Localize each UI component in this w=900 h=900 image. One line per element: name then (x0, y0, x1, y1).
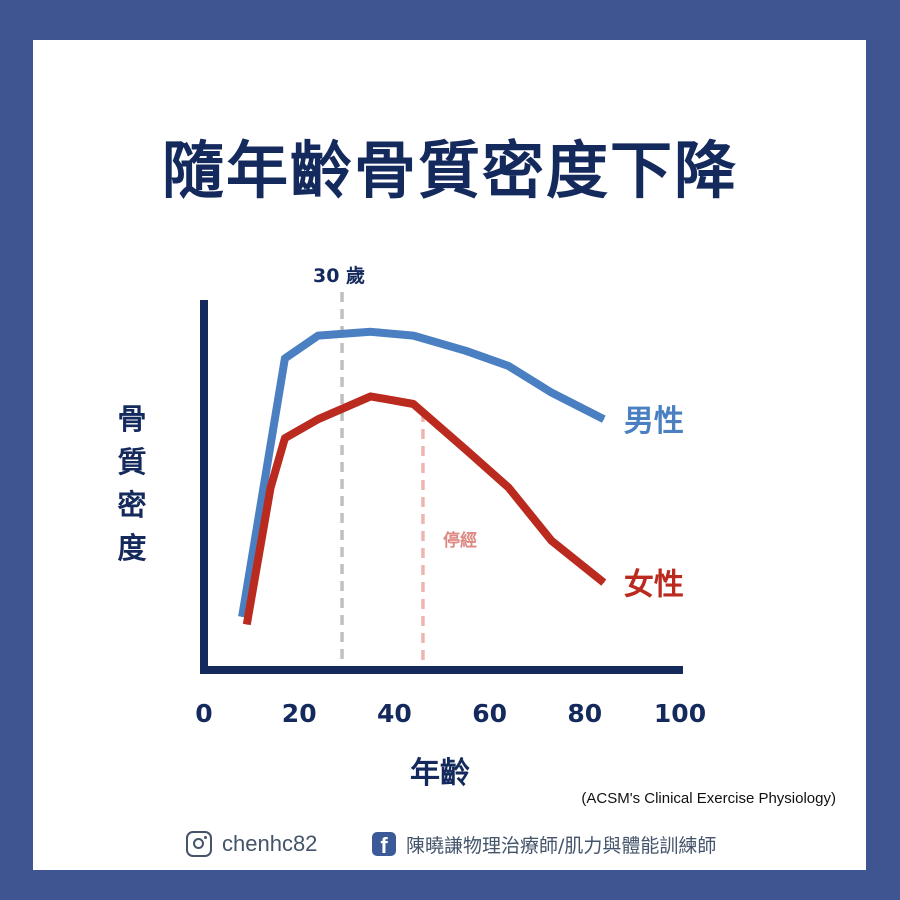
footer: chenhc82 f 陳曉謙物理治療師/肌力與體能訓練師 (0, 824, 900, 864)
series-0-point-1 (284, 357, 286, 359)
series-0-point-0 (241, 616, 243, 618)
series-0-point-3 (370, 331, 372, 333)
content-card (33, 40, 866, 870)
x-tick-label-0: 0 (195, 699, 212, 728)
series-1-point-5 (412, 403, 414, 405)
instagram-link[interactable]: chenhc82 (186, 828, 336, 860)
x-tick-label-80: 80 (567, 699, 602, 728)
series-line-1 (242, 392, 607, 626)
y-axis-label: 骨質密度 (117, 402, 147, 565)
source-citation: (ACSM's Clinical Exercise Physiology) (581, 790, 836, 807)
series-label-1: 女性 (624, 568, 684, 603)
series-0-point-5 (465, 350, 467, 352)
series-1-point-6 (465, 449, 467, 451)
x-tick-label-20: 20 (282, 699, 317, 728)
facebook-link[interactable]: f 陳曉謙物理治療師/肌力與體能訓練師 (372, 828, 772, 860)
series-1-point-9 (603, 582, 605, 584)
series-0-point-7 (551, 392, 552, 394)
series-1-point-0 (246, 623, 248, 625)
page-title: 隨年齡骨質密度下降 (161, 134, 738, 207)
series-1-point-8 (551, 540, 552, 542)
series-0-point-2 (317, 335, 319, 337)
series-1-point-2 (284, 437, 286, 439)
facebook-icon: f (372, 832, 396, 856)
series-1-point-3 (317, 418, 319, 420)
x-axis-label: 年齡 (410, 756, 470, 791)
annotation-label-0: 30 歲 (313, 264, 365, 287)
instagram-icon (186, 831, 212, 857)
series-label-0: 男性 (624, 404, 684, 439)
series-0-point-6 (508, 365, 510, 367)
instagram-handle: chenhc82 (222, 831, 318, 856)
series-1-point-7 (508, 487, 510, 489)
x-tick-label-100: 100 (654, 699, 706, 728)
series-1-point-4 (370, 395, 372, 397)
facebook-page-name: 陳曉謙物理治療師/肌力與體能訓練師 (406, 834, 717, 857)
series-0-point-4 (412, 335, 414, 337)
series-0-point-8 (603, 418, 605, 420)
annotation-label-1: 停經 (443, 530, 477, 551)
x-tick-label-60: 60 (472, 699, 507, 728)
series-1-point-1 (270, 487, 272, 489)
x-tick-label-40: 40 (377, 699, 412, 728)
